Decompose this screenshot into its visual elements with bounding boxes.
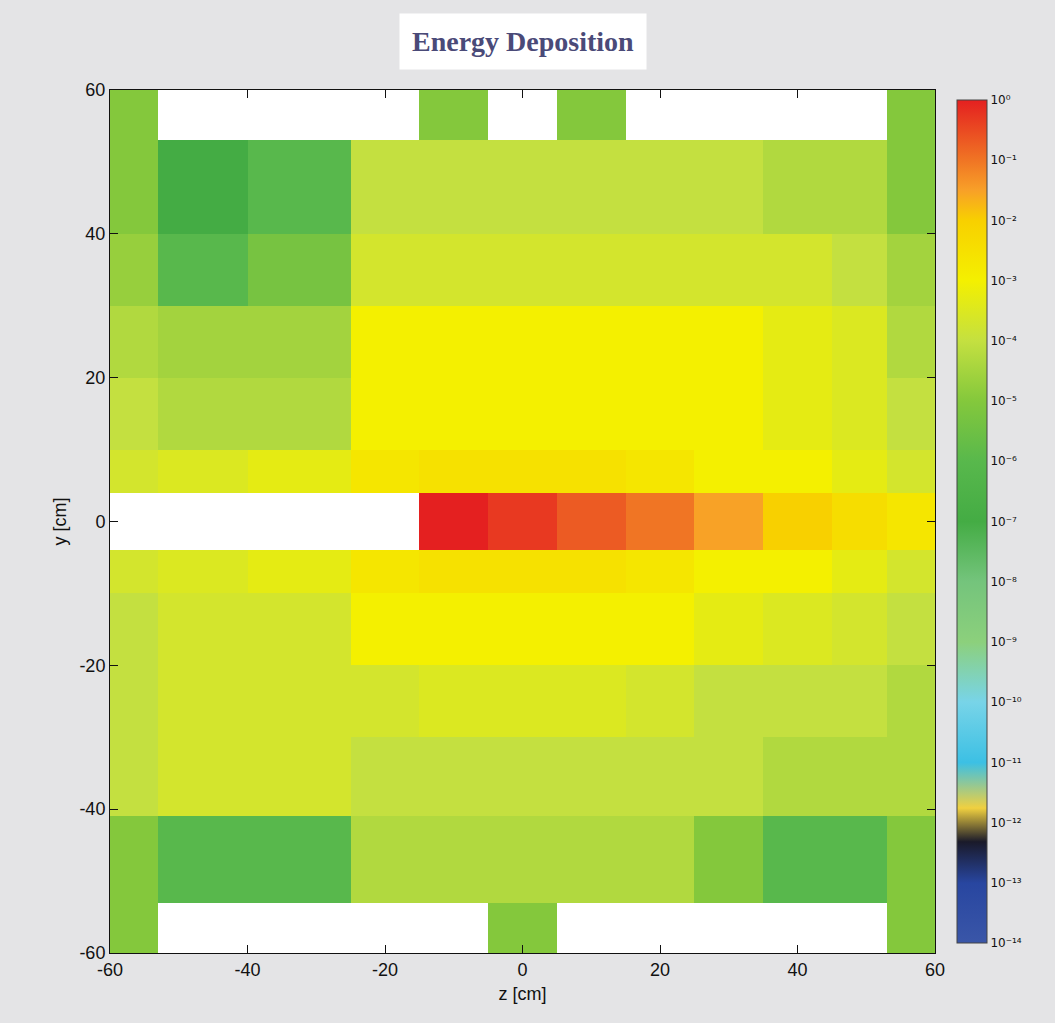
svg-text:10⁻⁵: 10⁻⁵ bbox=[990, 394, 1017, 408]
svg-text:20: 20 bbox=[85, 368, 105, 388]
svg-text:10⁻⁶: 10⁻⁶ bbox=[990, 454, 1017, 468]
svg-text:Energy Deposition: Energy Deposition bbox=[412, 26, 634, 57]
svg-text:10⁻³: 10⁻³ bbox=[990, 274, 1017, 288]
svg-text:20: 20 bbox=[650, 960, 670, 980]
svg-text:10⁰: 10⁰ bbox=[990, 93, 1010, 107]
svg-text:-40: -40 bbox=[234, 960, 260, 980]
svg-text:10⁻¹⁴: 10⁻¹⁴ bbox=[990, 936, 1021, 950]
svg-text:10⁻¹³: 10⁻¹³ bbox=[990, 876, 1021, 890]
svg-text:0: 0 bbox=[517, 960, 527, 980]
svg-text:10⁻⁴: 10⁻⁴ bbox=[990, 334, 1017, 348]
svg-text:60: 60 bbox=[925, 960, 945, 980]
svg-text:60: 60 bbox=[85, 80, 105, 100]
svg-text:y [cm]: y [cm] bbox=[50, 498, 70, 546]
svg-text:-20: -20 bbox=[372, 960, 398, 980]
svg-text:10⁻¹⁰: 10⁻¹⁰ bbox=[990, 695, 1021, 709]
svg-text:-60: -60 bbox=[97, 960, 123, 980]
svg-text:-60: -60 bbox=[79, 943, 105, 963]
svg-text:10⁻¹: 10⁻¹ bbox=[990, 153, 1017, 167]
svg-text:0: 0 bbox=[95, 512, 105, 532]
svg-text:-40: -40 bbox=[79, 799, 105, 819]
svg-text:40: 40 bbox=[85, 224, 105, 244]
svg-text:10⁻⁹: 10⁻⁹ bbox=[990, 635, 1017, 649]
svg-text:10⁻¹¹: 10⁻¹¹ bbox=[990, 756, 1021, 770]
svg-text:10⁻⁷: 10⁻⁷ bbox=[990, 515, 1017, 529]
svg-text:-20: -20 bbox=[79, 656, 105, 676]
svg-text:10⁻²: 10⁻² bbox=[990, 214, 1017, 228]
svg-text:10⁻⁸: 10⁻⁸ bbox=[990, 575, 1017, 589]
svg-text:10⁻¹²: 10⁻¹² bbox=[990, 816, 1021, 830]
svg-text:40: 40 bbox=[787, 960, 807, 980]
svg-text:z [cm]: z [cm] bbox=[499, 984, 547, 1004]
